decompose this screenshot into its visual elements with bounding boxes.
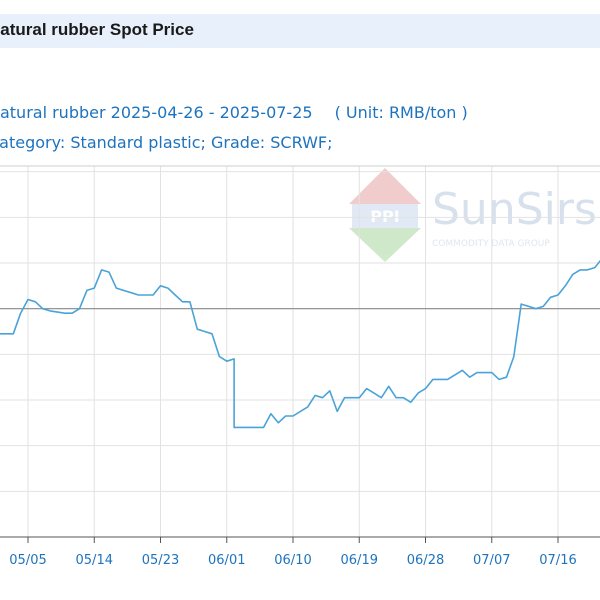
x-tick-label: 06/01 — [208, 553, 245, 568]
x-tick-label: 05/14 — [76, 553, 113, 568]
page-title: Natural rubber Spot Price — [0, 20, 194, 39]
sunsirs-watermark: PPI SunSirs COMMODITY DATA GROUP — [349, 168, 597, 262]
watermark-logo-letters: PPI — [370, 207, 399, 226]
watermark-brand: SunSirs — [432, 184, 597, 235]
date-range-label: Natural rubber 2025-04-26 - 2025-07-25 — [0, 103, 313, 122]
chart-grid — [0, 165, 600, 538]
x-tick-label: 06/10 — [274, 553, 311, 568]
unit-label: ( Unit: RMB/ton ) — [334, 103, 468, 122]
category-label: Category: Standard plastic; Grade: SCRWF… — [0, 133, 333, 152]
watermark-tagline: COMMODITY DATA GROUP — [432, 239, 550, 249]
series-line — [0, 259, 600, 429]
x-tick-label: 06/19 — [341, 553, 378, 568]
x-tick-label: 05/05 — [9, 553, 46, 568]
x-tick-label: 06/28 — [407, 553, 444, 568]
x-tick-label: 07/16 — [539, 553, 576, 568]
x-axis-ticks: 05/05 05/14 05/23 06/01 06/10 06/19 06/28 07/07… — [9, 537, 577, 568]
chart-subtitle: Natural rubber 2025-04-26 - 2025-07-25 ( … — [0, 103, 468, 122]
watermark-logo-band — [352, 204, 418, 228]
header-bar: Natural rubber Spot Price — [0, 14, 600, 48]
watermark-logo-top — [349, 168, 421, 204]
x-tick-label: 07/07 — [473, 553, 510, 568]
series-layer — [0, 259, 600, 429]
x-tick-label: 05/23 — [142, 553, 179, 568]
watermark-logo-bottom — [349, 228, 421, 262]
